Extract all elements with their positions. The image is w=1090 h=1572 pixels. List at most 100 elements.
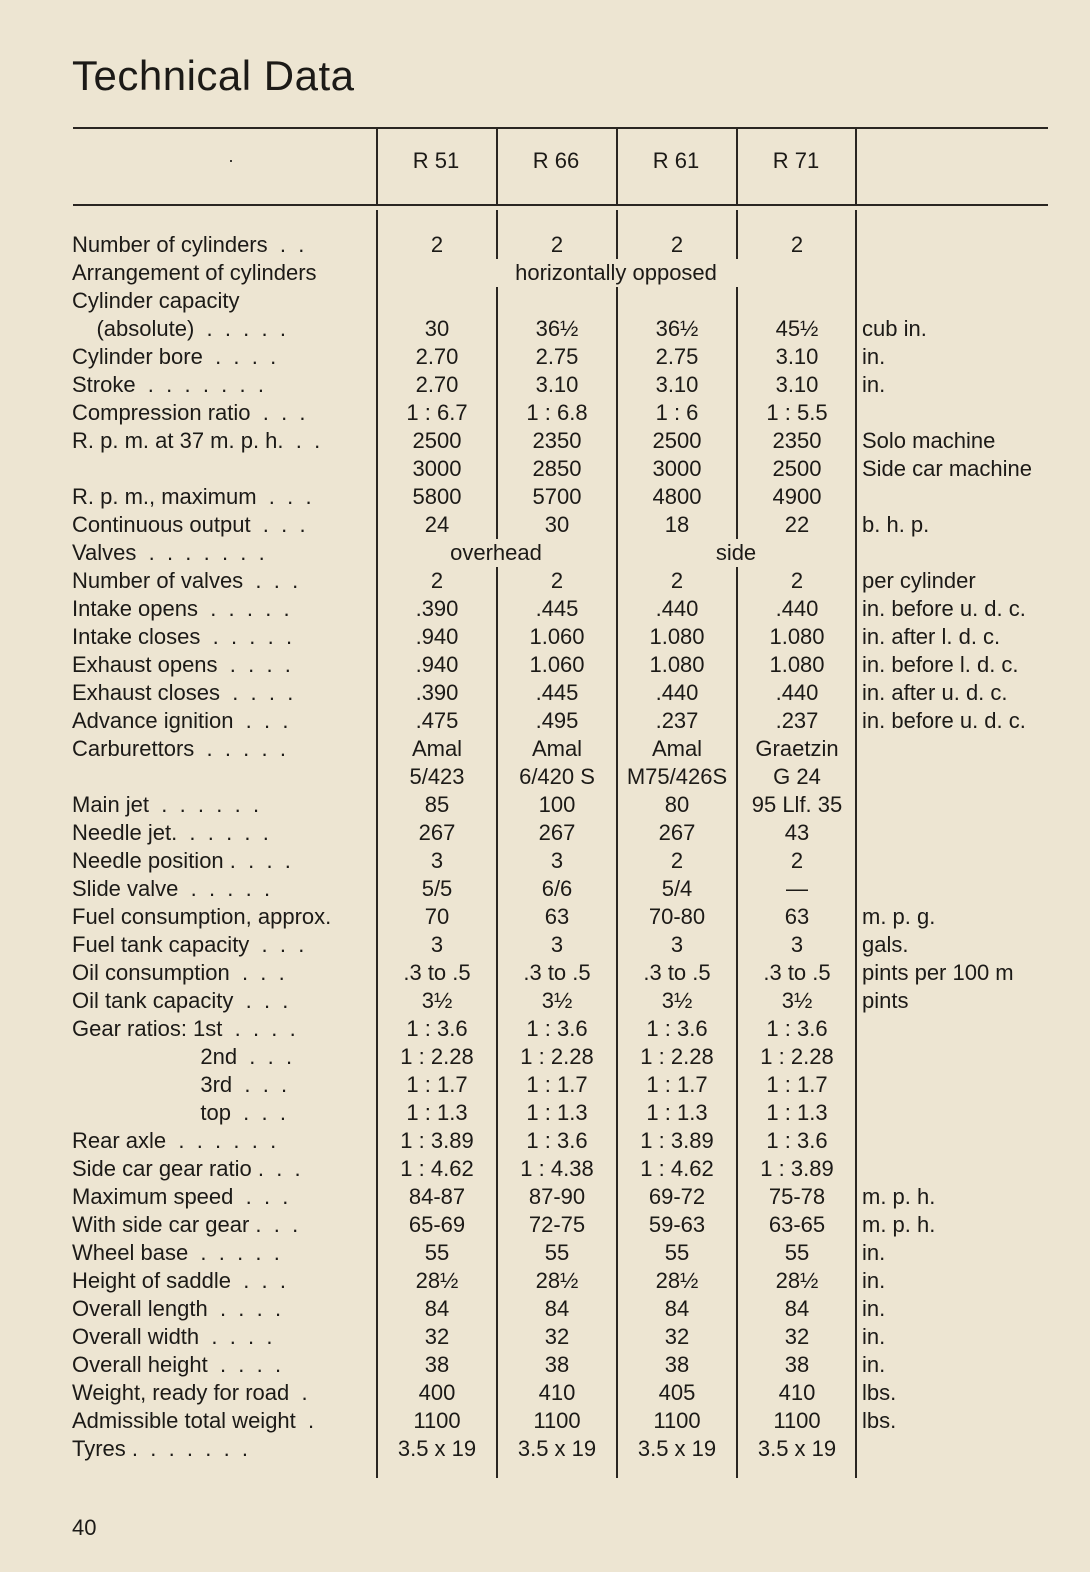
row-label: Compression ratio . . . <box>72 400 306 425</box>
row-label: Slide valve . . . . . <box>72 876 271 901</box>
row-unit: lbs. <box>862 1380 897 1405</box>
table-row: Overall height . . . . 38 38 38 38 in. <box>0 1351 1090 1379</box>
cell-value: 22 <box>784 512 810 537</box>
cell-value: 5800 <box>412 484 462 509</box>
cell-value: 3.5 x 19 <box>517 1436 597 1461</box>
cell-value: 2500 <box>652 428 702 453</box>
row-unit: per cylinder <box>862 568 976 593</box>
row-label: Exhaust closes . . . . <box>72 680 294 705</box>
row-label: Tyres . . . . . . . <box>72 1436 249 1461</box>
cell-value: 1 : 4.38 <box>520 1156 594 1181</box>
cell-value: 28½ <box>415 1268 459 1293</box>
cell-value: .940 <box>415 624 459 649</box>
row-label: Gear ratios: 1st . . . . <box>72 1016 296 1041</box>
row-unit: lbs. <box>862 1408 897 1433</box>
header-column-rule <box>496 128 498 205</box>
cell-value: 38 <box>664 1352 690 1377</box>
cell-value: Amal <box>651 736 703 761</box>
header-column-rule <box>855 128 857 205</box>
table-row: Overall width . . . . 32 32 32 32 in. <box>0 1323 1090 1351</box>
row-label: Continuous output . . . <box>72 512 306 537</box>
column-rule <box>496 567 498 1478</box>
cell-value: .3 to .5 <box>763 960 831 985</box>
cell-value: 1.060 <box>529 624 585 649</box>
cell-value: 55 <box>424 1240 450 1265</box>
cell-value: 1 : 1.7 <box>526 1072 588 1097</box>
table-row: Tyres . . . . . . . 3.5 x 19 3.5 x 19 3.5 x… <box>0 1435 1090 1463</box>
cell-value: 85 <box>424 792 450 817</box>
row-unit: in. <box>862 1352 886 1377</box>
cell-value: 28½ <box>775 1268 819 1293</box>
cell-value: 2 <box>790 568 804 593</box>
column-rule <box>736 287 738 539</box>
cell-value: 95 Llf. 35 <box>751 792 843 817</box>
cell-value: 3.10 <box>655 372 699 397</box>
cell-value: 3.5 x 19 <box>757 1436 837 1461</box>
table-row: Fuel tank capacity . . . 3 3 3 3 gals. <box>0 931 1090 959</box>
cell-value: 6/6 <box>541 876 573 901</box>
cell-value: 30 <box>424 316 450 341</box>
cell-value: 1 : 3.6 <box>526 1128 588 1153</box>
cell-value: 38 <box>544 1352 570 1377</box>
table-row: Maximum speed . . . 84-87 87-90 69-72 75-78 m… <box>0 1183 1090 1211</box>
row-label: Overall width . . . . <box>72 1324 273 1349</box>
column-rule <box>736 567 738 1478</box>
cell-value: .237 <box>775 708 819 733</box>
cell-value: Graetzin <box>755 736 839 761</box>
table-row: Compression ratio . . . 1 : 6.7 1 : 6.8 1 :… <box>0 399 1090 427</box>
cell-value: 1100 <box>773 1408 821 1433</box>
table-row: 5/423 6/420 S M75/426S G 24 <box>0 763 1090 791</box>
table-row: (absolute) . . . . . 30 36½ 36½ 45½ cub in. <box>0 315 1090 343</box>
cell-value: 30 <box>544 512 570 537</box>
table-row: Admissible total weight . 1100 1100 1100 110… <box>0 1407 1090 1435</box>
cell-value: Amal <box>531 736 583 761</box>
cell-value: 18 <box>664 512 690 537</box>
row-label: Side car gear ratio . . . <box>72 1156 301 1181</box>
cell-value: 400 <box>418 1380 456 1405</box>
table-row: Cylinder bore . . . . 2.70 2.75 2.75 3.10 in. <box>0 343 1090 371</box>
table-row: Side car gear ratio . . . 1 : 4.62 1 : 4.3… <box>0 1155 1090 1183</box>
row-label: Needle jet. . . . . . <box>72 820 269 845</box>
cell-value: 55 <box>784 1240 810 1265</box>
row-label: 2nd . . . <box>72 1044 293 1069</box>
cell-value: 32 <box>784 1324 810 1349</box>
cell-value: — <box>786 876 808 901</box>
cell-value: .390 <box>415 596 459 621</box>
cell-value: 1 : 3.89 <box>640 1128 714 1153</box>
row-unit: b. h. p. <box>862 512 930 537</box>
cell-value: .495 <box>535 708 579 733</box>
cell-value: 28½ <box>655 1268 699 1293</box>
cell-value: 5700 <box>532 484 582 509</box>
page-number: 40 <box>72 1515 97 1540</box>
column-rule <box>496 210 498 259</box>
cell-value: 1 : 2.28 <box>520 1044 594 1069</box>
table-row: Number of cylinders . . 2 2 2 2 <box>0 231 1090 259</box>
table-row: Rear axle . . . . . . 1 : 3.89 1 : 3.6 1 : … <box>0 1127 1090 1155</box>
row-label: Stroke . . . . . . . <box>72 372 264 397</box>
row-unit: Side car machine <box>862 456 1032 481</box>
cell-value: 2.70 <box>415 344 459 369</box>
cell-value: 267 <box>658 820 696 845</box>
table-row: Fuel consumption, approx. 70 63 70-80 63 m. p… <box>0 903 1090 931</box>
row-label: Rear axle . . . . . . <box>72 1128 277 1153</box>
row-label: Exhaust opens . . . . <box>72 652 291 677</box>
cell-value: .440 <box>775 680 819 705</box>
row-unit: in. <box>862 1268 886 1293</box>
cell-value: 3 <box>790 932 804 957</box>
row-label: R. p. m., maximum . . . <box>72 484 312 509</box>
row-unit: in. after l. d. c. <box>862 624 1001 649</box>
cell-value: 3½ <box>661 988 693 1013</box>
row-label: Intake closes . . . . . <box>72 624 293 649</box>
row-label: Fuel tank capacity . . . <box>72 932 305 957</box>
table-row: Arrangement of cylinders horizontally opp… <box>0 259 1090 287</box>
spanning-value: horizontally opposed <box>515 260 717 285</box>
cell-value: 5/4 <box>661 876 693 901</box>
cell-value: 72-75 <box>528 1212 586 1237</box>
cell-value: 55 <box>664 1240 690 1265</box>
table-top-rule <box>73 127 1048 129</box>
cell-value: 2 <box>430 568 444 593</box>
row-label: Carburettors . . . . . <box>72 736 286 761</box>
cell-value: 2 <box>790 232 804 257</box>
cell-value: 84 <box>784 1296 810 1321</box>
cell-value: 43 <box>784 820 810 845</box>
